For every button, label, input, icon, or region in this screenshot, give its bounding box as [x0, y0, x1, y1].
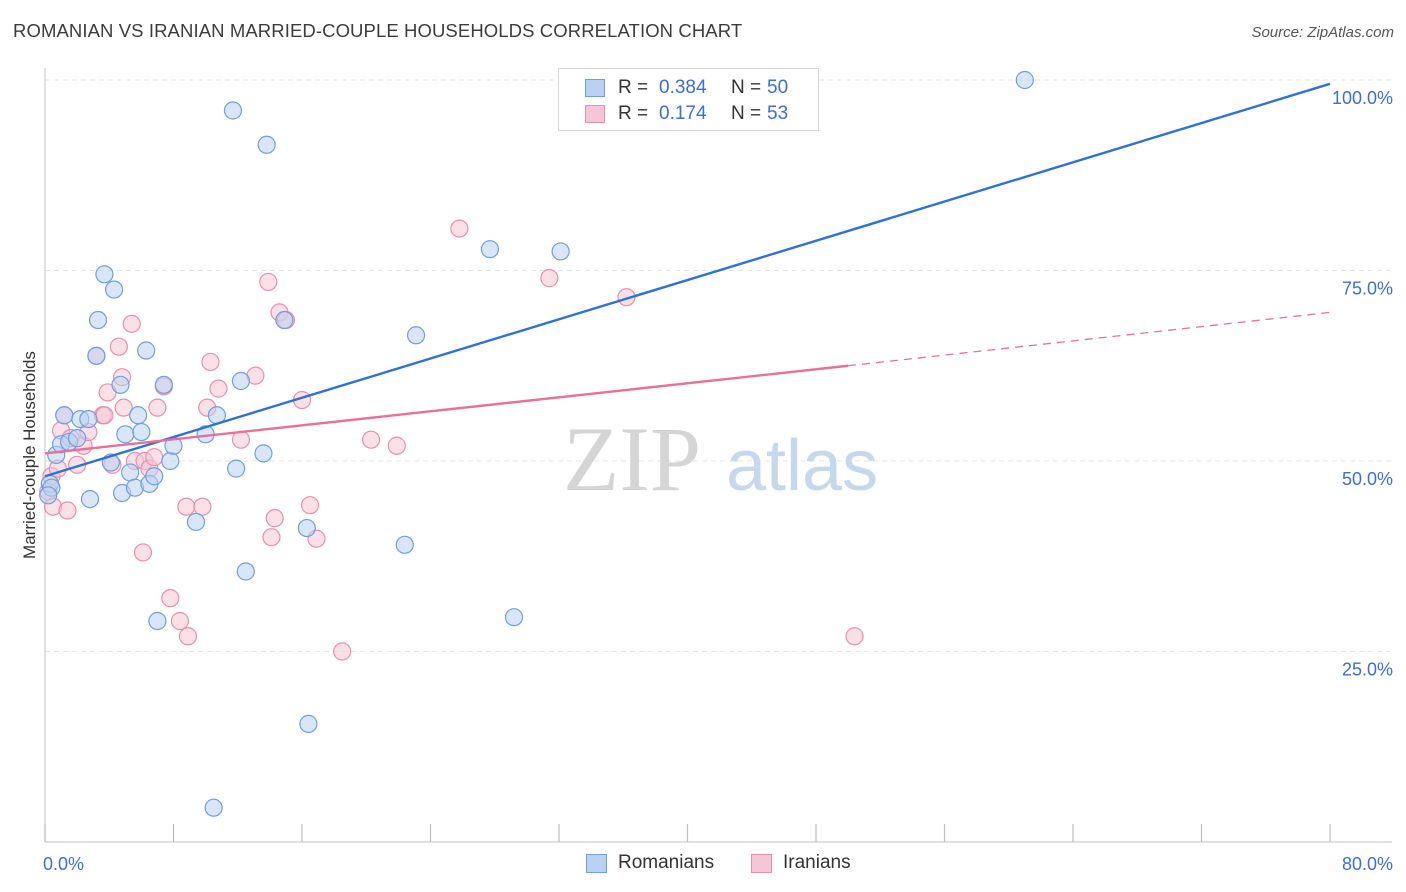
iranians-point-30	[178, 627, 198, 646]
iranians-point-43	[300, 496, 320, 515]
romanians-point-48	[1015, 70, 1034, 90]
iranians-point-47	[387, 436, 406, 455]
romanians-point-33	[223, 101, 243, 120]
romanians-point-10	[87, 346, 106, 365]
y-tick-label-75: 75.0%	[1342, 279, 1393, 299]
stats-legend: R = 0.384 N = 50 R = 0.174 N = 53	[558, 68, 819, 131]
romanians-point-43	[406, 326, 426, 345]
romanians-point-36	[236, 562, 255, 581]
romanians-point-35	[231, 371, 251, 391]
iranians-point-31	[193, 497, 212, 516]
romanians-point-44	[480, 240, 500, 259]
watermark-zip: ZIP	[563, 408, 701, 510]
iranians-point-29	[177, 497, 196, 516]
romanians-point-12	[95, 265, 114, 284]
n-label: N =	[731, 77, 762, 98]
iranians-point-13	[95, 406, 114, 425]
romanians-point-27	[161, 451, 180, 471]
iranians-legend-swatch	[751, 854, 772, 873]
r-label: R =	[618, 77, 649, 98]
iranians-point-51	[845, 627, 864, 646]
romanians-point-37	[254, 444, 273, 463]
romanians-point-15	[111, 375, 130, 394]
iranians-point-48	[450, 219, 469, 238]
romanians-point-49	[39, 486, 58, 505]
iranians-point-38	[262, 528, 281, 547]
iranians-point-19	[122, 314, 141, 333]
iranians-point-49	[540, 269, 559, 288]
n-label: N =	[731, 103, 762, 124]
iranians-swatch	[585, 105, 605, 123]
iranians-n-value: 53	[767, 103, 789, 124]
chart-title: ROMANIAN VS IRANIAN MARRIED-COUPLE HOUSE…	[13, 20, 743, 41]
x-tick-label-min: 0.0%	[43, 854, 84, 874]
romanians-point-34	[227, 459, 246, 478]
romanians-legend-swatch	[586, 854, 607, 873]
iranians-point-6	[58, 501, 77, 520]
watermark-atlas: atlas	[726, 426, 878, 506]
iranians-point-27	[161, 589, 180, 608]
romanians-point-22	[137, 341, 156, 360]
romanians-swatch	[585, 79, 605, 97]
iranians-trend-dashed-2	[848, 311, 1331, 367]
iranians-point-16	[109, 337, 128, 356]
romanians-point-38	[257, 135, 276, 154]
iranians-point-33	[201, 352, 220, 372]
x-tick-label-max: 80.0%	[1342, 854, 1393, 874]
romanians-point-17	[116, 425, 135, 444]
source-label: Source: ZipAtlas.com	[1251, 24, 1394, 41]
romanians-point-26	[154, 375, 173, 394]
romanians-point-25	[148, 611, 167, 631]
y-tick-label-100: 100.0%	[1332, 88, 1393, 108]
y-tick-label-50: 50.0%	[1342, 469, 1393, 489]
romanians-point-14	[104, 280, 124, 299]
romanians-point-46	[551, 242, 570, 261]
romanians-point-11	[88, 310, 108, 330]
iranians-point-34	[209, 379, 228, 398]
iranians-point-18	[114, 398, 133, 417]
iranians-point-39	[265, 509, 284, 528]
iranians-point-28	[170, 611, 190, 631]
romanians-r-value: 0.384	[659, 77, 707, 98]
romanians-point-29	[186, 512, 206, 532]
iranians-point-21	[133, 543, 153, 562]
romanians-point-18	[121, 463, 140, 482]
iranians-point-25	[148, 398, 167, 417]
r-label: R =	[618, 103, 649, 124]
romanians-point-45	[504, 608, 524, 627]
romanians-points	[39, 70, 1034, 817]
watermark: ZIP atlas	[563, 408, 878, 510]
romanians-point-31	[204, 798, 223, 817]
iranians-point-46	[361, 430, 381, 449]
romanians-n-value: 50	[767, 77, 789, 98]
romanians-point-20	[129, 406, 148, 425]
iranians-trend-solid-1	[44, 364, 849, 455]
iranians-point-45	[333, 642, 352, 661]
romanians-legend-label: Romanians	[618, 852, 715, 873]
romanians-point-39	[275, 310, 294, 330]
romanians-point-6	[68, 429, 87, 448]
romanians-point-42	[395, 535, 414, 554]
romanians-point-9	[80, 490, 100, 509]
romanians-point-40	[297, 518, 316, 538]
romanians-point-4	[55, 406, 74, 425]
iranians-point-37	[259, 272, 278, 292]
trend-lines	[44, 82, 1331, 478]
iranians-legend-label: Iranians	[783, 852, 851, 873]
romanians-point-41	[299, 714, 318, 733]
tick-labels: 25.0% 50.0% 75.0% 100.0% 0.0% 80.0%	[43, 88, 1393, 874]
romanians-point-21	[132, 422, 151, 442]
iranians-r-value: 0.174	[659, 103, 707, 124]
romanians-point-8	[79, 409, 98, 429]
romanians-trend-solid-0	[44, 82, 1331, 478]
y-tick-label-25: 25.0%	[1342, 660, 1393, 680]
romanians-point-24	[145, 467, 164, 486]
axes	[44, 68, 1392, 843]
y-axis-label: Married-couple Households	[20, 351, 39, 559]
iranians-point-24	[145, 448, 164, 467]
